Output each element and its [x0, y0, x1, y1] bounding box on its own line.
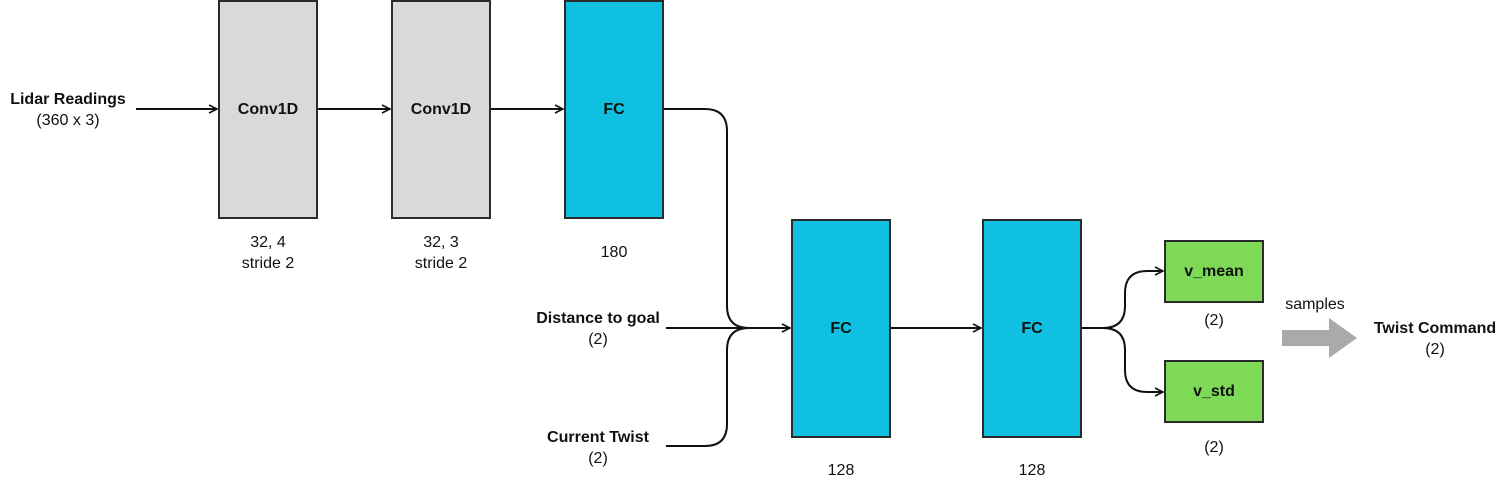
- fc-layer-1: FC: [564, 0, 664, 219]
- input-distance-name: Distance to goal: [536, 310, 660, 327]
- input-twist-name: Current Twist: [547, 429, 649, 446]
- fc-layer-3: FC: [982, 219, 1082, 438]
- input-lidar: Lidar Readings (360 x 3): [4, 89, 132, 131]
- fc-layer-1-label: FC: [603, 100, 625, 118]
- fc-layer-3-label: FC: [1021, 319, 1043, 337]
- twist-command-shape: (2): [1425, 341, 1445, 358]
- input-twist: Current Twist (2): [538, 427, 658, 469]
- twist-command-output: Twist Command (2): [1368, 318, 1502, 360]
- fc-layer-2-label: FC: [830, 319, 852, 337]
- input-distance-shape: (2): [588, 331, 608, 348]
- input-twist-shape: (2): [588, 450, 608, 467]
- fc-layer-1-size: 180: [600, 244, 628, 261]
- conv1d-layer-2: Conv1D: [391, 0, 491, 219]
- conv1d-layer-2-stride: stride 2: [414, 255, 468, 272]
- v-std-output: v_std: [1164, 360, 1264, 423]
- fc-layer-2: FC: [791, 219, 891, 438]
- fc-layer-2-size: 128: [827, 462, 855, 479]
- conv1d-layer-1-label: Conv1D: [237, 100, 299, 118]
- conv1d-layer-1: Conv1D: [218, 0, 318, 219]
- connector-fc1-to-fc2: [663, 108, 790, 328]
- connector-fc3-to-vstd: [1102, 327, 1163, 392]
- twist-command-name: Twist Command: [1373, 320, 1497, 337]
- conv1d-layer-2-params: 32, 3 stride 2: [391, 232, 491, 274]
- conv1d-layer-2-filters: 32, 3: [423, 234, 459, 251]
- connector-fc3-to-vmean: [1081, 271, 1163, 329]
- v-std-label: v_std: [1193, 382, 1235, 400]
- samples-label: samples: [1285, 296, 1345, 313]
- v-std-shape: (2): [1204, 439, 1224, 456]
- fc-layer-3-size: 128: [1018, 462, 1046, 479]
- conv1d-layer-1-params: 32, 4 stride 2: [218, 232, 318, 274]
- conv1d-layer-2-label: Conv1D: [410, 100, 472, 118]
- input-distance: Distance to goal (2): [528, 308, 668, 350]
- conv1d-layer-1-stride: stride 2: [241, 255, 295, 272]
- conv1d-layer-1-filters: 32, 4: [250, 234, 286, 251]
- sample-arrow: [1282, 318, 1357, 358]
- v-mean-label: v_mean: [1184, 262, 1244, 280]
- input-lidar-name: Lidar Readings: [10, 91, 126, 108]
- input-lidar-shape: (360 x 3): [36, 112, 100, 129]
- connector-twist-to-fc2: [666, 327, 750, 447]
- v-mean-output: v_mean: [1164, 240, 1264, 303]
- v-mean-shape: (2): [1204, 312, 1224, 329]
